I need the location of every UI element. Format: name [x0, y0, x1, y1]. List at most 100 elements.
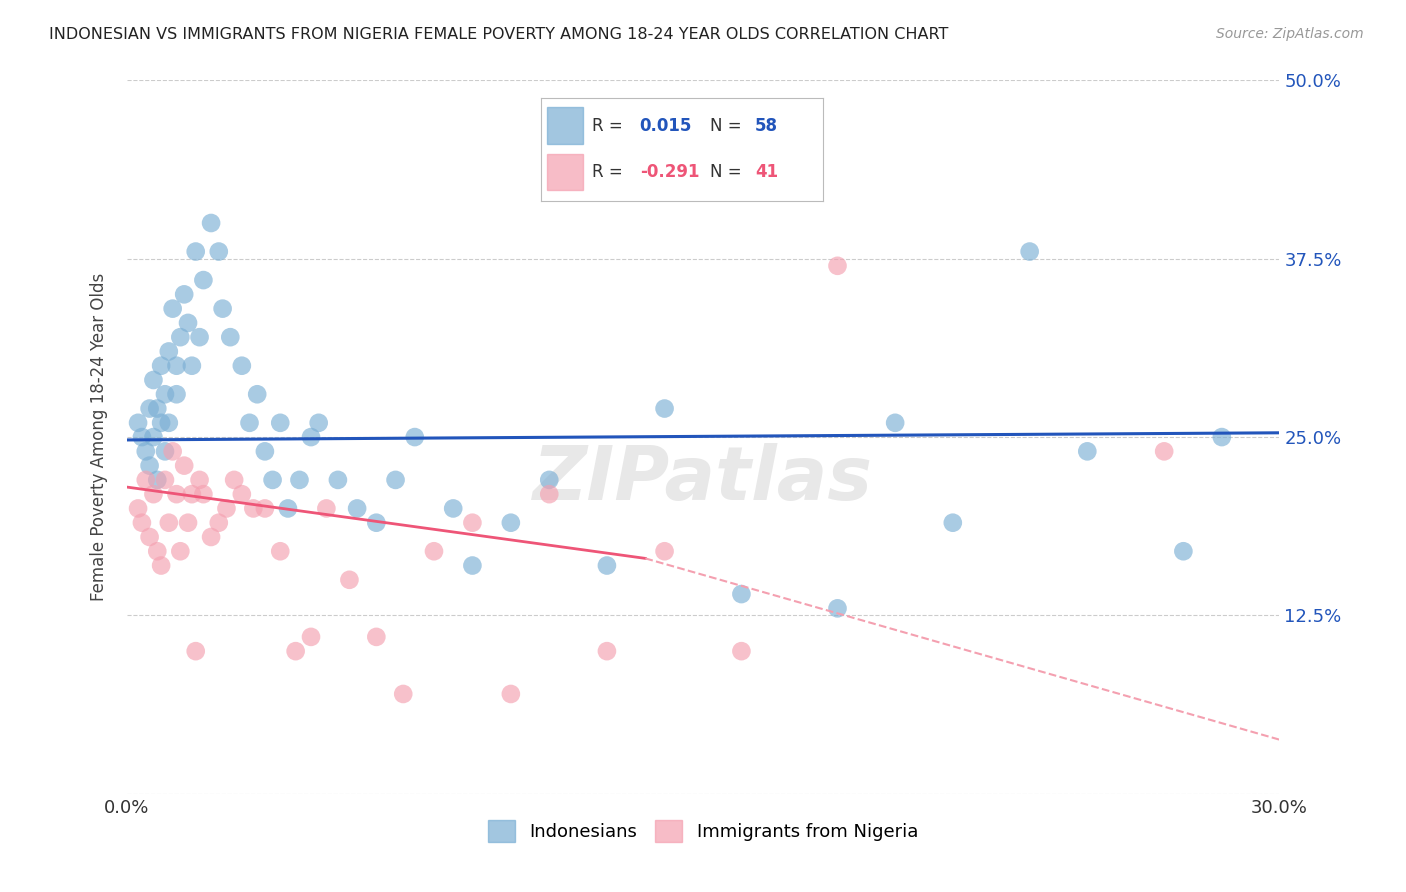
- Point: [219, 330, 242, 344]
- Point: [827, 259, 849, 273]
- Point: [184, 244, 207, 259]
- Point: [326, 473, 349, 487]
- Point: [153, 444, 176, 458]
- Point: [166, 359, 188, 373]
- Point: [177, 316, 200, 330]
- Point: [538, 473, 561, 487]
- Point: [208, 244, 231, 259]
- Bar: [547, 153, 583, 190]
- Point: [538, 487, 561, 501]
- Point: [166, 387, 188, 401]
- Point: [193, 487, 215, 501]
- Text: R =: R =: [592, 117, 623, 135]
- Point: [138, 530, 160, 544]
- Point: [142, 373, 165, 387]
- Point: [277, 501, 299, 516]
- Point: [150, 359, 173, 373]
- Point: [180, 359, 202, 373]
- Point: [346, 501, 368, 516]
- Point: [262, 473, 284, 487]
- Point: [224, 473, 246, 487]
- Point: [131, 516, 153, 530]
- Point: [142, 487, 165, 501]
- Point: [142, 430, 165, 444]
- Point: [942, 516, 965, 530]
- Point: [169, 544, 191, 558]
- Point: [157, 344, 180, 359]
- Point: [392, 687, 415, 701]
- Legend: Indonesians, Immigrants from Nigeria: Indonesians, Immigrants from Nigeria: [481, 813, 925, 849]
- Text: 0.015: 0.015: [640, 117, 692, 135]
- Y-axis label: Female Poverty Among 18-24 Year Olds: Female Poverty Among 18-24 Year Olds: [90, 273, 108, 601]
- Point: [884, 416, 907, 430]
- Point: [193, 273, 215, 287]
- Point: [135, 473, 157, 487]
- Point: [654, 544, 676, 558]
- Point: [157, 516, 180, 530]
- Point: [1211, 430, 1233, 444]
- Point: [215, 501, 238, 516]
- Point: [200, 530, 222, 544]
- Point: [138, 401, 160, 416]
- Point: [654, 401, 676, 416]
- Point: [288, 473, 311, 487]
- Point: [1153, 444, 1175, 458]
- Text: INDONESIAN VS IMMIGRANTS FROM NIGERIA FEMALE POVERTY AMONG 18-24 YEAR OLDS CORRE: INDONESIAN VS IMMIGRANTS FROM NIGERIA FE…: [49, 27, 949, 42]
- Point: [366, 516, 388, 530]
- Point: [153, 387, 176, 401]
- Text: N =: N =: [710, 163, 741, 181]
- Point: [231, 487, 253, 501]
- Point: [246, 387, 269, 401]
- Point: [299, 630, 322, 644]
- Point: [135, 444, 157, 458]
- Point: [169, 330, 191, 344]
- Point: [596, 644, 619, 658]
- Point: [299, 430, 322, 444]
- Point: [127, 501, 149, 516]
- Point: [162, 301, 184, 316]
- Point: [499, 516, 522, 530]
- Point: [131, 430, 153, 444]
- Point: [157, 416, 180, 430]
- Point: [730, 587, 752, 601]
- Point: [441, 501, 464, 516]
- Point: [242, 501, 264, 516]
- Point: [238, 416, 260, 430]
- Point: [253, 444, 276, 458]
- Point: [146, 473, 169, 487]
- Point: [339, 573, 361, 587]
- Text: N =: N =: [710, 117, 741, 135]
- Point: [315, 501, 337, 516]
- Point: [138, 458, 160, 473]
- Point: [231, 359, 253, 373]
- Point: [127, 416, 149, 430]
- Point: [596, 558, 619, 573]
- Point: [1076, 444, 1098, 458]
- Point: [184, 644, 207, 658]
- Point: [461, 516, 484, 530]
- Point: [188, 473, 211, 487]
- Point: [269, 544, 291, 558]
- Point: [384, 473, 406, 487]
- Point: [188, 330, 211, 344]
- Point: [150, 558, 173, 573]
- Point: [1018, 244, 1040, 259]
- Point: [162, 444, 184, 458]
- Point: [173, 458, 195, 473]
- Point: [269, 416, 291, 430]
- Text: ZIPatlas: ZIPatlas: [533, 443, 873, 516]
- Point: [173, 287, 195, 301]
- Bar: [547, 107, 583, 145]
- Text: 58: 58: [755, 117, 778, 135]
- Point: [404, 430, 426, 444]
- Text: 41: 41: [755, 163, 778, 181]
- Point: [200, 216, 222, 230]
- Point: [166, 487, 188, 501]
- Point: [146, 401, 169, 416]
- Point: [153, 473, 176, 487]
- Text: -0.291: -0.291: [640, 163, 699, 181]
- Point: [499, 687, 522, 701]
- Point: [308, 416, 330, 430]
- Point: [730, 644, 752, 658]
- Point: [423, 544, 446, 558]
